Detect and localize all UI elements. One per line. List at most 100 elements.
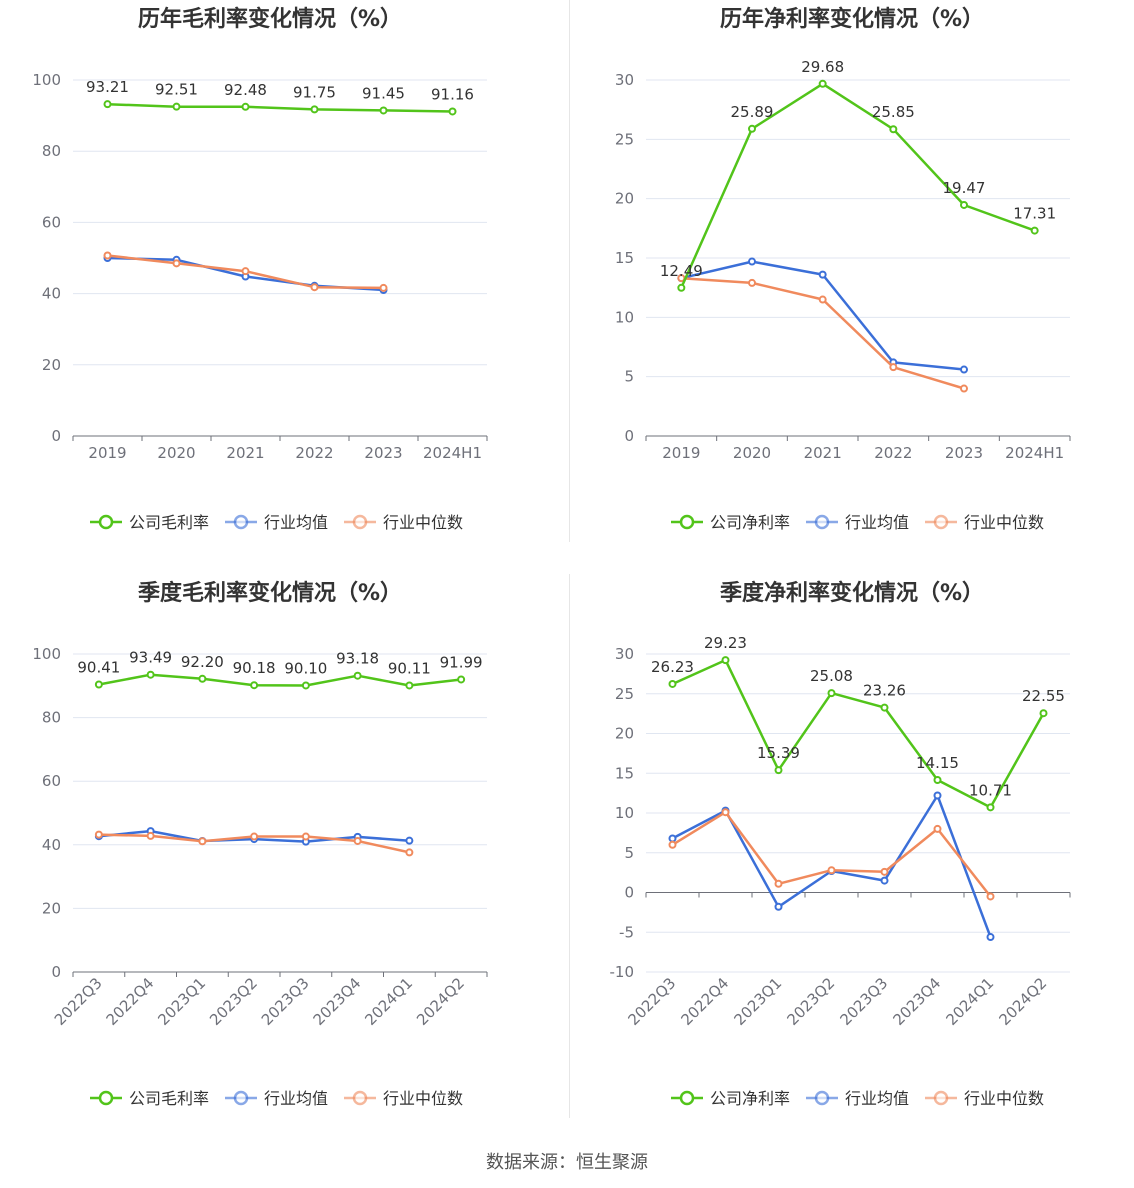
data-point-avg (774, 902, 783, 911)
legend-label: 行业均值 (264, 1089, 328, 1108)
legend-label: 行业均值 (845, 1089, 909, 1108)
x-tick-label: 2023 (364, 444, 402, 462)
panel-divider-top (569, 0, 570, 542)
legend-item: 公司净利率 (671, 1089, 790, 1108)
x-tick-label: 2023Q1 (154, 974, 209, 1029)
x-tick-label: 2023 (945, 444, 983, 462)
series-line-company (98, 673, 462, 687)
x-tick-label: 2020 (733, 444, 771, 462)
chart-title: 历年毛利率变化情况（%） (138, 6, 402, 32)
legend-swatch-marker (98, 514, 114, 530)
data-label: 22.55 (1022, 687, 1065, 705)
y-tick-label: 40 (42, 285, 61, 303)
legend-label: 公司毛利率 (129, 513, 209, 532)
legend-label: 行业中位数 (383, 1089, 463, 1108)
x-tick-label: 2022 (874, 444, 912, 462)
data-label: 90.10 (284, 659, 327, 677)
legend-item: 行业中位数 (344, 513, 463, 532)
legend: 公司毛利率 行业均值 行业中位数 (90, 513, 463, 532)
y-tick-label: 100 (32, 71, 61, 89)
x-tick-label: 2024Q1 (943, 974, 998, 1029)
legend-item: 行业均值 (225, 513, 328, 532)
data-label: 90.41 (77, 658, 120, 676)
legend-label: 行业中位数 (383, 513, 463, 532)
legend-swatch-marker (679, 1090, 695, 1106)
data-point-company (880, 703, 889, 712)
data-point-company (668, 679, 677, 688)
legend: 公司毛利率 行业均值 行业中位数 (90, 1089, 463, 1108)
legend-label: 公司净利率 (710, 1089, 790, 1108)
data-point-median (721, 808, 730, 817)
data-label: 17.31 (1013, 205, 1056, 223)
data-label: 91.16 (431, 85, 474, 103)
legend: 公司净利率 行业均值 行业中位数 (671, 513, 1044, 532)
legend-item: 公司净利率 (671, 513, 790, 532)
legend-label: 行业中位数 (964, 1089, 1044, 1108)
data-point-median (986, 892, 995, 901)
data-label: 90.18 (233, 659, 276, 677)
data-point-avg (668, 834, 677, 843)
data-point-company (103, 100, 112, 109)
chart-quarterly-gross-margin-svg: 季度毛利率变化情况（%）0204060801002022Q32022Q42023… (32, 580, 488, 1108)
legend: 公司净利率 行业均值 行业中位数 (671, 1089, 1044, 1108)
x-tick-label: 2024Q1 (361, 974, 416, 1029)
legend-swatch-marker (814, 514, 830, 530)
data-point-company (310, 105, 319, 114)
data-point-company (960, 200, 968, 209)
data-point-median (241, 267, 250, 276)
y-tick-label: 20 (42, 899, 61, 917)
legend-item: 行业均值 (806, 1089, 909, 1108)
data-point-company (198, 674, 207, 683)
data-label: 93.18 (336, 650, 379, 668)
data-label: 25.89 (731, 103, 774, 121)
data-point-median (310, 283, 319, 292)
data-label: 19.47 (943, 179, 986, 197)
legend-item: 公司毛利率 (90, 513, 209, 532)
data-point-avg (818, 270, 827, 279)
series-line-company (680, 82, 1036, 289)
data-point-median (172, 259, 181, 268)
data-label: 25.08 (810, 667, 853, 685)
x-tick-label: 2024Q2 (996, 974, 1051, 1029)
data-point-median (818, 295, 827, 304)
chart-title: 季度净利率变化情况（%） (720, 580, 984, 606)
data-point-company (241, 102, 250, 111)
data-label: 15.39 (757, 744, 800, 762)
legend-item: 行业中位数 (925, 513, 1044, 532)
data-point-median (748, 278, 756, 287)
data-point-company (250, 681, 259, 690)
data-point-avg (960, 365, 968, 374)
legend-label: 行业中位数 (964, 513, 1044, 532)
legend-swatch-marker (933, 514, 949, 530)
data-point-median (94, 830, 103, 839)
chart-quarterly-net-margin: 季度净利率变化情况（%） -10 -5 0 5 10 15 20 25 30 2022Q3 2022Q… (567, 574, 1134, 1134)
data-point-median (103, 251, 112, 260)
x-tick-label: 2023Q3 (258, 974, 313, 1029)
data-label: 29.68 (801, 58, 844, 76)
x-tick-label: 2022Q3 (625, 974, 680, 1029)
data-point-avg (748, 257, 756, 266)
panel-divider-bottom (569, 574, 570, 1118)
x-tick-label: 2019 (88, 444, 126, 462)
y-tick-label: 30 (615, 645, 634, 663)
data-point-median (880, 867, 889, 876)
data-point-company (1030, 226, 1039, 235)
x-tick-label: 2021 (226, 444, 264, 462)
x-tick-label: 2022Q4 (103, 974, 158, 1029)
data-point-company (721, 656, 730, 665)
data-point-avg (405, 836, 414, 845)
data-label: 92.51 (155, 81, 198, 99)
y-tick-label: 20 (42, 356, 61, 374)
chart-title: 历年净利率变化情况（%） (720, 6, 984, 32)
x-tick-label: 2023Q1 (731, 974, 786, 1029)
y-tick-label: 25 (615, 685, 634, 703)
y-tick-label: 15 (615, 249, 634, 267)
chart-annual-gross-margin: 历年毛利率变化情况（%） 0 20 40 60 80 100 2019 2020 2021 2022… (0, 0, 567, 560)
data-point-median (774, 879, 783, 888)
data-point-company (353, 671, 362, 680)
x-tick-label: 2023Q4 (310, 974, 365, 1029)
data-label: 10.71 (969, 781, 1012, 799)
series-line-median (681, 276, 965, 390)
data-point-median (353, 836, 362, 845)
x-tick-label: 2020 (157, 444, 195, 462)
